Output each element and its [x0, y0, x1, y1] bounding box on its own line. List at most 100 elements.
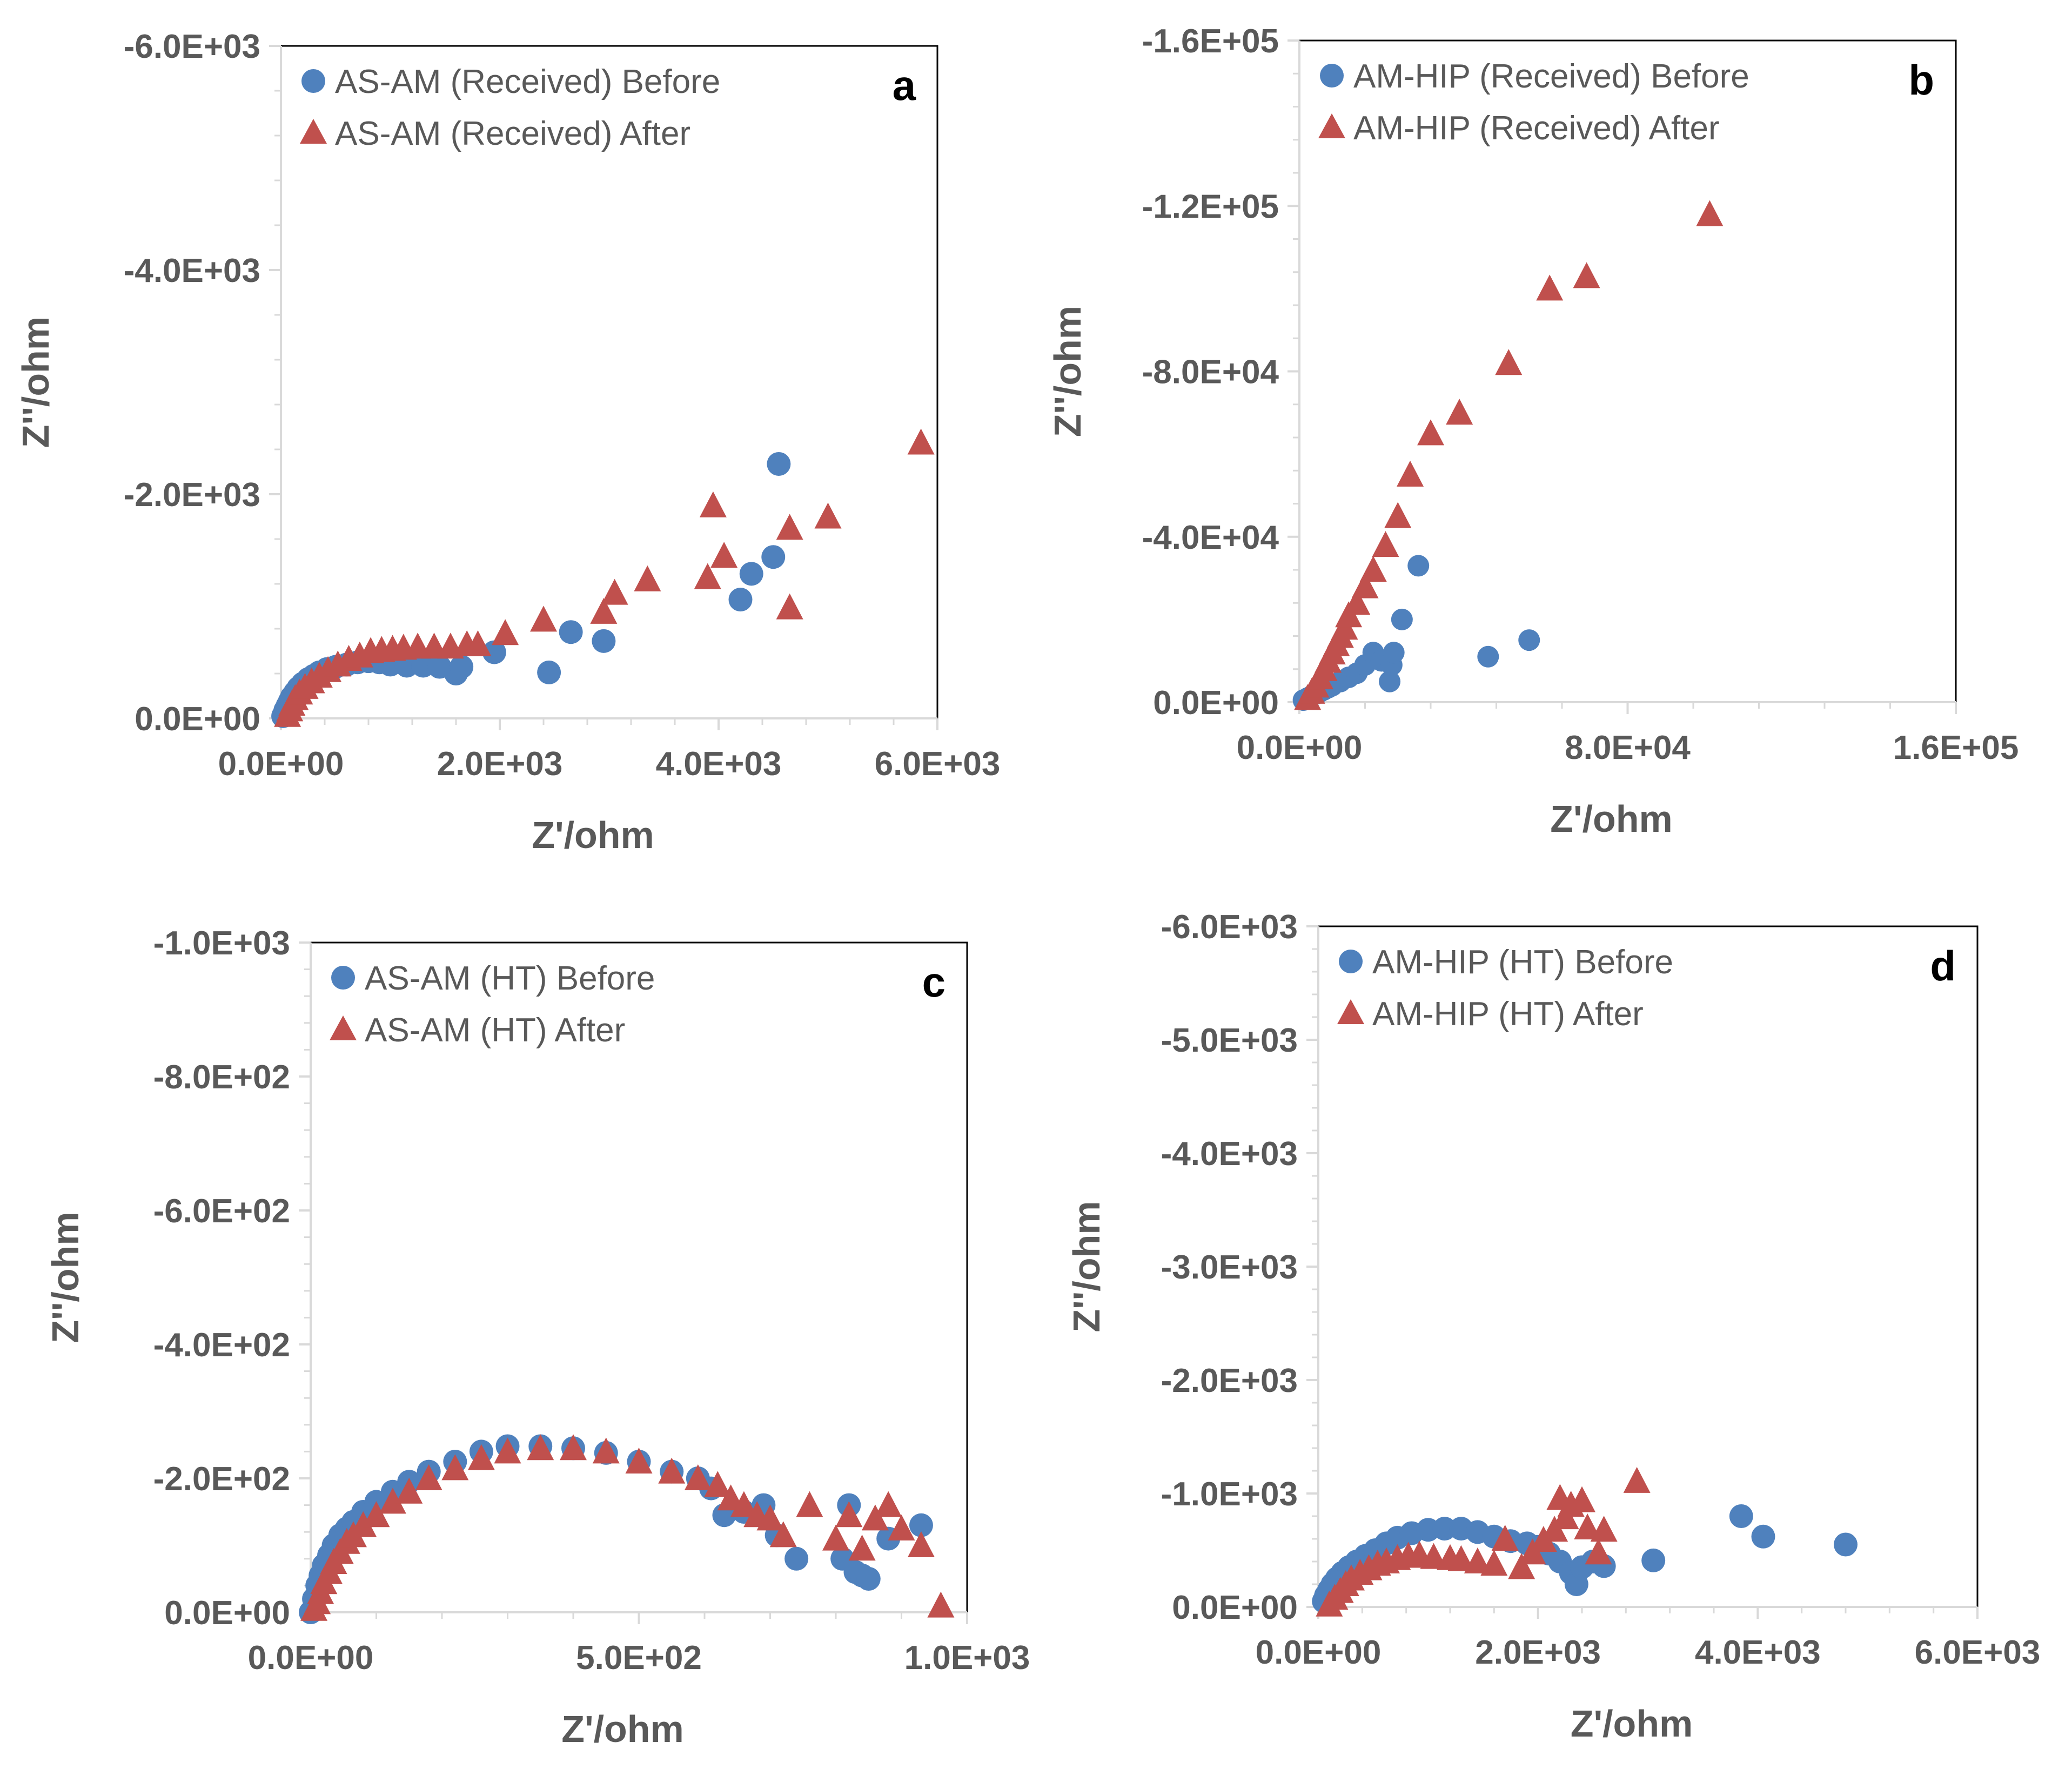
legend-c: AS-AM (HT) Before AS-AM (HT) After [330, 960, 655, 1049]
data-point-c-1-11 [379, 1488, 406, 1514]
y-axis-label-b: Z''/ohm [1047, 306, 1089, 437]
data-point-a-0-24 [537, 660, 561, 684]
legend-label-b-0: AM-HIP (Received) Before [1353, 58, 1749, 95]
y-tick-label-d-5: -5.0E+03 [1161, 1022, 1298, 1059]
data-point-d-1-27 [1585, 1538, 1612, 1565]
data-point-a-1-31 [814, 502, 842, 529]
y-tick-label-c-3: -6.0E+02 [153, 1193, 290, 1230]
data-point-a-1-24 [601, 578, 628, 605]
data-point-c-1-10 [363, 1501, 390, 1528]
x-axis-label-b: Z'/ohm [1550, 798, 1673, 840]
data-point-c-1-16 [494, 1437, 521, 1464]
y-tick-label-a-3: -6.0E+03 [124, 28, 260, 65]
y-tick-label-a-1: -2.0E+03 [124, 476, 260, 514]
data-point-c-1-32 [848, 1535, 876, 1561]
y-axis-label-d: Z''/ohm [1065, 1201, 1108, 1332]
data-point-d-1-18 [1508, 1553, 1535, 1579]
legend-marker-c-1 [330, 1015, 357, 1040]
y-tick-label-b-2: -8.0E+04 [1142, 354, 1279, 391]
data-point-a-1-21 [492, 619, 519, 645]
x-tick-label-a-0: 0.0E+00 [218, 745, 344, 783]
data-point-c-1-27 [756, 1504, 784, 1531]
data-point-b-1-15 [1384, 502, 1412, 528]
data-point-a-0-22 [450, 655, 474, 679]
panel-label-b: b [1908, 56, 1934, 104]
data-point-d-1-29 [1623, 1466, 1651, 1493]
data-point-b-1-19 [1495, 349, 1523, 375]
data-point-a-0-25 [559, 620, 583, 644]
y-tick-label-b-0: 0.0E+00 [1153, 684, 1279, 722]
data-point-d-0-30 [1751, 1524, 1775, 1549]
y-axis-label-c: Z''/ohm [44, 1212, 86, 1343]
data-point-a-1-27 [699, 491, 727, 517]
chart-panel-b: 0.0E+00 -4.0E+04 -8.0E+04 -1.2E+05 -1.6E+05 0… [1047, 23, 2019, 840]
data-point-b-0-14 [1379, 670, 1401, 692]
chart-panel-c: 0.0E+00 -2.0E+02 -4.0E+02 -6.0E+02 -8.0E+02 -… [44, 925, 1030, 1750]
series-b-1 [1294, 200, 1724, 710]
legend-label-d-0: AM-HIP (HT) Before [1372, 944, 1673, 981]
data-point-c-1-28 [769, 1521, 797, 1547]
data-point-a-0-26 [592, 629, 616, 653]
series-a-1 [274, 428, 935, 727]
panel-label-c: c [922, 958, 946, 1006]
data-point-c-1-36 [907, 1531, 935, 1557]
x-tick-label-d-1: 2.0E+03 [1475, 1634, 1601, 1671]
y-tick-label-b-1: -4.0E+04 [1142, 519, 1279, 556]
legend-label-c-1: AS-AM (HT) After [365, 1012, 625, 1049]
data-point-c-1-33 [861, 1504, 889, 1531]
data-point-c-1-23 [704, 1471, 732, 1497]
data-point-d-1-25 [1568, 1486, 1595, 1512]
data-point-a-1-32 [907, 428, 935, 455]
data-point-b-1-12 [1351, 572, 1379, 598]
x-tick-label-d-3: 6.0E+03 [1915, 1634, 2041, 1671]
data-point-a-0-30 [767, 452, 791, 476]
x-tick-label-b-1: 8.0E+04 [1565, 729, 1691, 766]
data-point-a-1-26 [694, 563, 721, 589]
data-point-a-0-27 [728, 588, 753, 612]
data-point-c-1-18 [560, 1434, 587, 1461]
data-point-c-1-20 [625, 1448, 653, 1474]
y-tick-label-b-4: -1.6E+05 [1142, 23, 1279, 60]
x-tick-label-d-2: 4.0E+03 [1695, 1634, 1821, 1671]
data-point-a-0-28 [739, 562, 763, 586]
y-tick-label-b-3: -1.2E+05 [1142, 188, 1279, 225]
y-tick-label-c-4: -8.0E+02 [153, 1059, 290, 1096]
data-point-b-1-13 [1359, 556, 1387, 582]
legend-label-c-0: AS-AM (HT) Before [365, 960, 655, 997]
data-point-b-1-17 [1417, 419, 1444, 446]
data-point-b-1-21 [1573, 262, 1600, 288]
data-point-a-1-20 [464, 630, 492, 657]
panel-label-a: a [893, 62, 916, 109]
series-c-1 [300, 1434, 955, 1621]
chart-panel-d: 0.0E+00 -1.0E+03 -2.0E+03 -3.0E+03 -4.0E+03 -… [1065, 909, 2040, 1745]
data-point-d-1-12 [1420, 1543, 1447, 1569]
data-point-c-0-34 [856, 1567, 881, 1591]
data-point-d-1-17 [1491, 1525, 1519, 1551]
data-point-b-1-14 [1372, 531, 1399, 557]
data-point-b-1-22 [1696, 200, 1724, 226]
data-point-c-1-21 [658, 1457, 686, 1484]
y-tick-label-c-1: -2.0E+02 [153, 1461, 290, 1498]
x-tick-label-b-0: 0.0E+00 [1237, 729, 1363, 766]
legend-label-b-1: AM-HIP (Received) After [1353, 110, 1720, 147]
y-tick-label-c-0: 0.0E+00 [164, 1594, 290, 1632]
data-point-b-0-17 [1391, 608, 1413, 630]
legend-label-d-1: AM-HIP (HT) After [1372, 995, 1644, 1033]
legend-d: AM-HIP (HT) Before AM-HIP (HT) After [1337, 944, 1673, 1033]
data-point-b-1-11 [1343, 589, 1371, 615]
x-axis-label-c: Z'/ohm [561, 1708, 684, 1750]
data-point-a-1-30 [776, 514, 803, 540]
data-point-d-1-16 [1480, 1550, 1508, 1576]
series-d-1 [1316, 1466, 1651, 1617]
data-point-c-1-14 [441, 1454, 469, 1481]
y-tick-label-d-6: -6.0E+03 [1161, 909, 1298, 946]
y-tick-label-a-0: 0.0E+00 [135, 701, 260, 738]
x-axis-label-a: Z'/ohm [532, 814, 654, 856]
y-tick-label-d-1: -1.0E+03 [1161, 1476, 1298, 1513]
data-point-d-0-29 [1729, 1504, 1753, 1528]
x-tick-label-a-3: 6.0E+03 [875, 745, 1001, 783]
data-point-c-1-17 [527, 1434, 554, 1461]
x-tick-label-c-2: 1.0E+03 [904, 1639, 1030, 1677]
legend-label-a-1: AS-AM (Received) After [335, 115, 690, 152]
data-point-d-0-14 [1432, 1517, 1457, 1541]
